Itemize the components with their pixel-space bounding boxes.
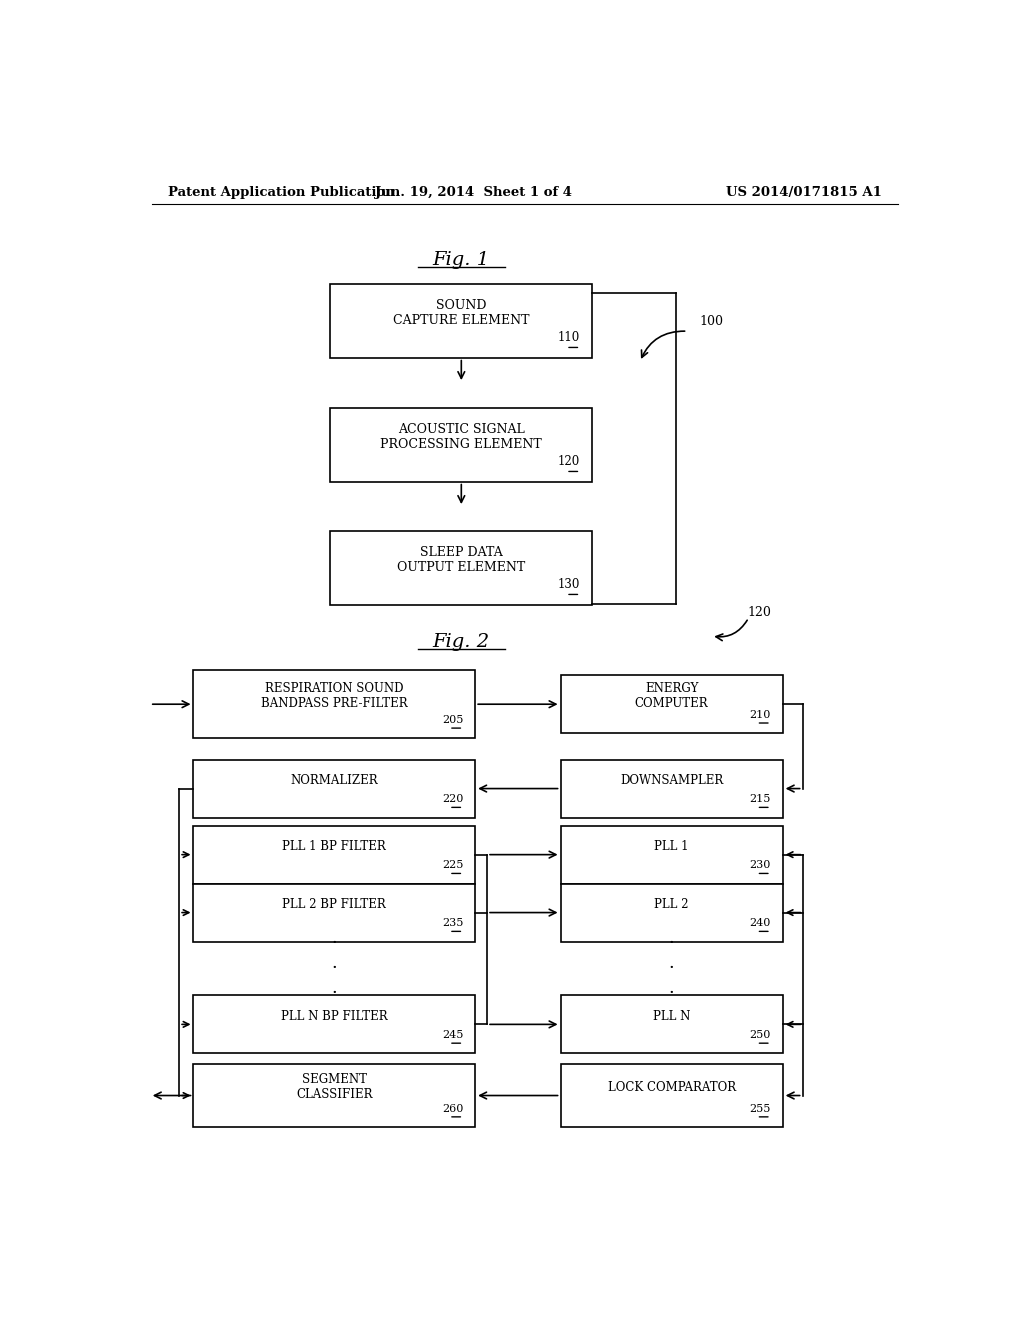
Text: Jun. 19, 2014  Sheet 1 of 4: Jun. 19, 2014 Sheet 1 of 4 — [375, 186, 571, 199]
Text: 120: 120 — [558, 455, 581, 469]
Text: 225: 225 — [442, 861, 463, 870]
Text: 210: 210 — [750, 710, 771, 719]
FancyBboxPatch shape — [560, 1064, 782, 1127]
Text: 260: 260 — [442, 1104, 463, 1114]
Text: 205: 205 — [442, 715, 463, 725]
Text: PLL 1 BP FILTER: PLL 1 BP FILTER — [283, 840, 386, 853]
FancyBboxPatch shape — [194, 995, 475, 1053]
FancyBboxPatch shape — [194, 759, 475, 817]
Text: NORMALIZER: NORMALIZER — [291, 774, 378, 787]
FancyBboxPatch shape — [194, 826, 475, 883]
Text: PLL 2: PLL 2 — [654, 898, 689, 911]
FancyBboxPatch shape — [331, 284, 592, 358]
FancyBboxPatch shape — [560, 995, 782, 1053]
Text: SEGMENT
CLASSIFIER: SEGMENT CLASSIFIER — [296, 1073, 373, 1101]
Text: 100: 100 — [699, 314, 723, 327]
Text: Fig. 1: Fig. 1 — [433, 251, 489, 269]
FancyBboxPatch shape — [331, 532, 592, 605]
Text: ·
·
·: · · · — [669, 935, 675, 1002]
Text: PLL N BP FILTER: PLL N BP FILTER — [281, 1010, 388, 1023]
FancyBboxPatch shape — [560, 883, 782, 941]
Text: SOUND
CAPTURE ELEMENT: SOUND CAPTURE ELEMENT — [393, 298, 529, 327]
Text: PLL N: PLL N — [653, 1010, 690, 1023]
Text: ·
·
·: · · · — [332, 935, 337, 1002]
Text: 230: 230 — [750, 861, 771, 870]
Text: US 2014/0171815 A1: US 2014/0171815 A1 — [726, 186, 882, 199]
Text: 220: 220 — [442, 795, 463, 804]
FancyBboxPatch shape — [194, 671, 475, 738]
Text: SLEEP DATA
OUTPUT ELEMENT: SLEEP DATA OUTPUT ELEMENT — [397, 546, 525, 574]
Text: 110: 110 — [558, 331, 581, 345]
Text: 245: 245 — [442, 1030, 463, 1040]
Text: 215: 215 — [750, 795, 771, 804]
FancyBboxPatch shape — [560, 826, 782, 883]
FancyBboxPatch shape — [560, 759, 782, 817]
Text: PLL 2 BP FILTER: PLL 2 BP FILTER — [283, 898, 386, 911]
FancyBboxPatch shape — [194, 1064, 475, 1127]
Text: DOWNSAMPLER: DOWNSAMPLER — [620, 774, 723, 787]
FancyBboxPatch shape — [194, 883, 475, 941]
Text: 130: 130 — [558, 578, 581, 591]
Text: Fig. 2: Fig. 2 — [433, 634, 489, 651]
Text: 250: 250 — [750, 1030, 771, 1040]
Text: RESPIRATION SOUND
BANDPASS PRE-FILTER: RESPIRATION SOUND BANDPASS PRE-FILTER — [261, 682, 408, 710]
Text: LOCK COMPARATOR: LOCK COMPARATOR — [607, 1081, 735, 1094]
Text: 120: 120 — [748, 606, 771, 619]
Text: 240: 240 — [750, 919, 771, 928]
Text: Patent Application Publication: Patent Application Publication — [168, 186, 394, 199]
Text: 255: 255 — [750, 1104, 771, 1114]
Text: 235: 235 — [442, 919, 463, 928]
FancyBboxPatch shape — [560, 676, 782, 733]
FancyBboxPatch shape — [331, 408, 592, 482]
Text: PLL 1: PLL 1 — [654, 840, 689, 853]
Text: ENERGY
COMPUTER: ENERGY COMPUTER — [635, 682, 709, 710]
Text: ACOUSTIC SIGNAL
PROCESSING ELEMENT: ACOUSTIC SIGNAL PROCESSING ELEMENT — [381, 422, 542, 451]
